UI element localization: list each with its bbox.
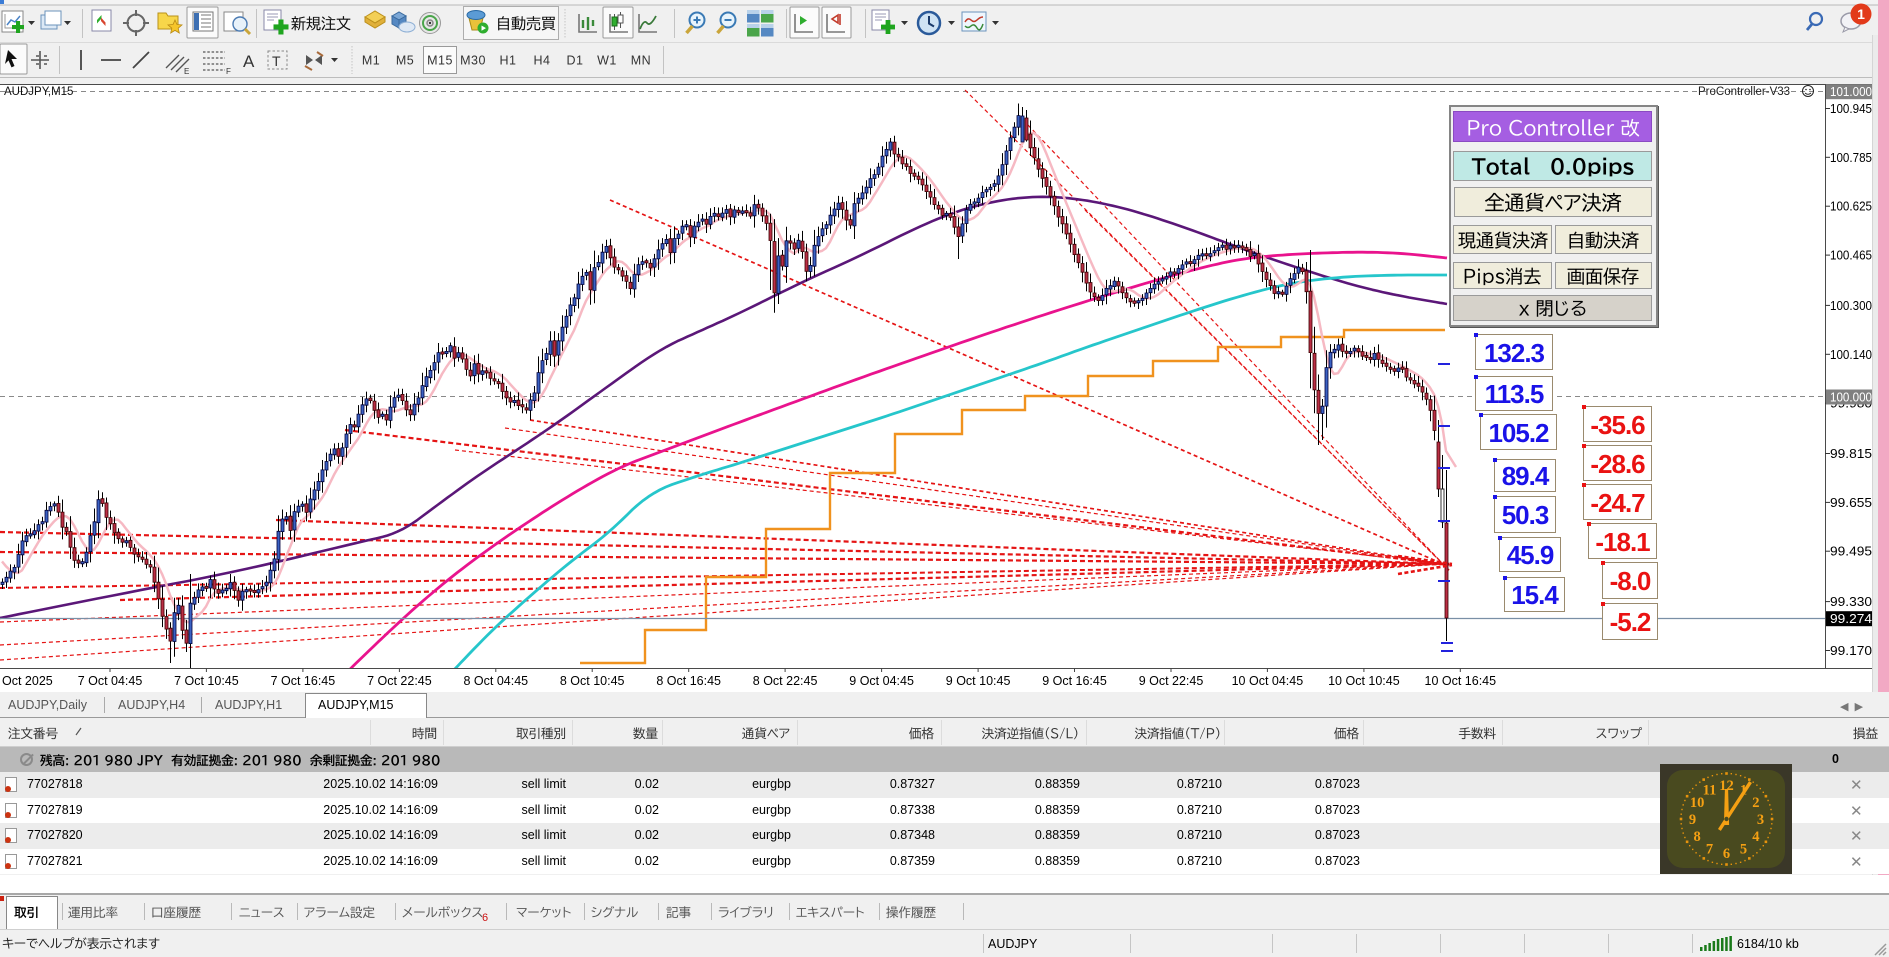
svg-text:2: 2 [1752,795,1759,811]
svg-text:9 Oct 10:45: 9 Oct 10:45 [946,674,1011,688]
svg-text:T: T [272,53,281,69]
svg-text:99.274: 99.274 [1830,612,1872,626]
svg-text:99.655: 99.655 [1830,496,1872,510]
svg-text:100.945: 100.945 [1830,102,1872,116]
svg-text:100.300: 100.300 [1830,299,1872,313]
svg-text:W1: W1 [597,54,617,68]
svg-text:99.170: 99.170 [1830,644,1872,658]
svg-text:E: E [184,67,189,76]
svg-text:100.625: 100.625 [1830,200,1872,214]
svg-text:MN: MN [631,54,651,68]
svg-text:8 Oct 04:45: 8 Oct 04:45 [463,674,528,688]
svg-text:M30: M30 [460,54,486,68]
svg-text:100.785: 100.785 [1830,151,1872,165]
svg-text:12: 12 [1719,778,1734,794]
svg-text:7 Oct 04:45: 7 Oct 04:45 [78,674,143,688]
svg-text:99.815: 99.815 [1830,447,1872,461]
svg-text:10 Oct 04:45: 10 Oct 04:45 [1232,674,1304,688]
svg-text:8: 8 [1693,829,1700,845]
svg-text:Oct 2025: Oct 2025 [2,674,53,688]
svg-text:7 Oct 22:45: 7 Oct 22:45 [367,674,432,688]
svg-text:11: 11 [1703,783,1717,799]
svg-text:F: F [226,67,231,76]
svg-text:M15: M15 [427,54,453,68]
svg-text:100.465: 100.465 [1830,249,1872,263]
svg-text:5: 5 [1740,841,1747,857]
svg-text:1: 1 [1857,6,1865,22]
svg-text:7 Oct 16:45: 7 Oct 16:45 [271,674,336,688]
svg-text:A: A [243,52,255,71]
svg-text:9 Oct 22:45: 9 Oct 22:45 [1139,674,1204,688]
svg-text:3: 3 [1757,812,1764,828]
svg-text:H4: H4 [534,54,551,68]
svg-text:10 Oct 16:45: 10 Oct 16:45 [1425,674,1497,688]
svg-text:100.000: 100.000 [1830,391,1872,405]
svg-text:100.140: 100.140 [1830,348,1872,362]
svg-text:M1: M1 [362,54,380,68]
svg-text:8 Oct 22:45: 8 Oct 22:45 [753,674,818,688]
svg-text:ProController-V33: ProController-V33 [1698,86,1790,98]
svg-text:9 Oct 16:45: 9 Oct 16:45 [1042,674,1107,688]
svg-text:M5: M5 [396,54,414,68]
svg-text:H1: H1 [500,54,517,68]
svg-text:6: 6 [1723,846,1730,862]
svg-text:99.495: 99.495 [1830,545,1872,559]
svg-text:10: 10 [1690,795,1705,811]
svg-text:8 Oct 16:45: 8 Oct 16:45 [656,674,721,688]
svg-text:4: 4 [1752,829,1759,845]
svg-text:10 Oct 10:45: 10 Oct 10:45 [1328,674,1400,688]
svg-text:8 Oct 10:45: 8 Oct 10:45 [560,674,625,688]
svg-text:7 Oct 10:45: 7 Oct 10:45 [174,674,239,688]
svg-text:99.330: 99.330 [1830,595,1872,609]
svg-text:101.000: 101.000 [1830,85,1872,99]
svg-text:D1: D1 [567,54,584,68]
svg-text:9 Oct 04:45: 9 Oct 04:45 [849,674,914,688]
svg-text:7: 7 [1706,841,1713,857]
svg-text:AUDJPY,M15: AUDJPY,M15 [4,86,73,98]
svg-text:9: 9 [1689,812,1696,828]
